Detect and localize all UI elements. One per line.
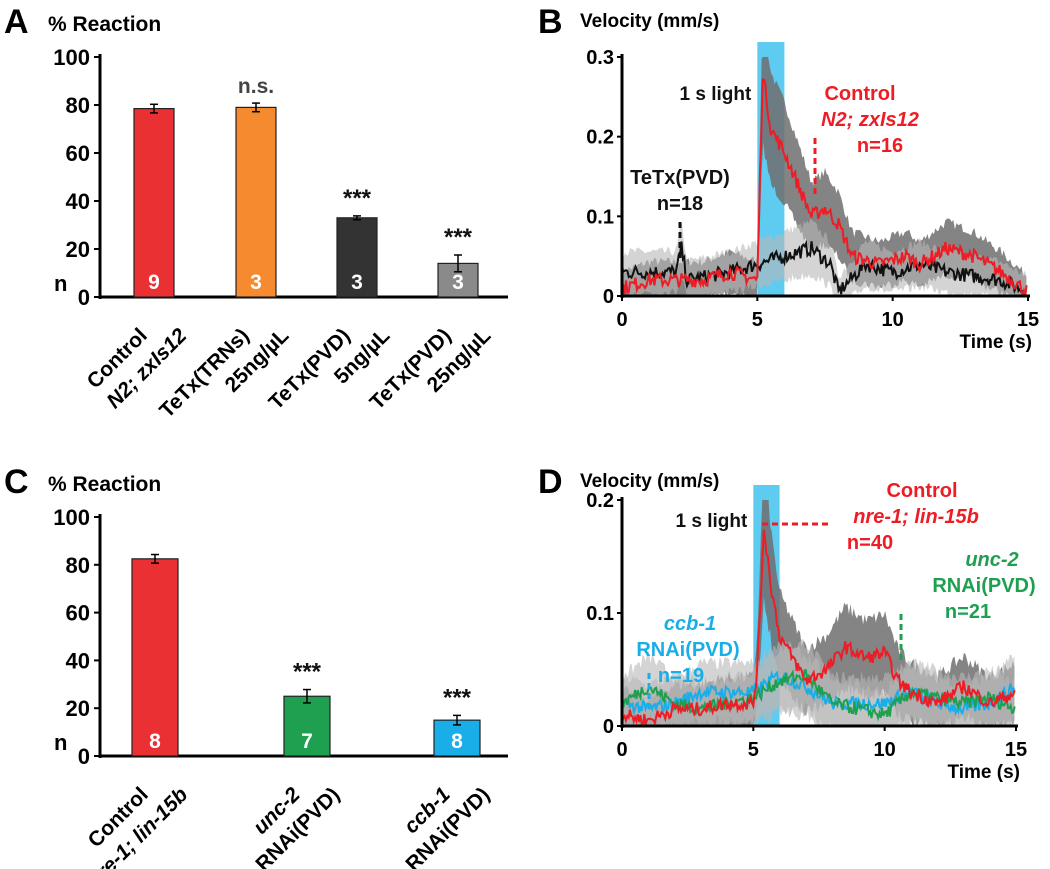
series-label: Control xyxy=(824,83,895,105)
y-tick-label: 0 xyxy=(78,285,90,310)
significance-label: n.s. xyxy=(238,75,274,98)
y-tick-label: 0.1 xyxy=(586,206,614,228)
y-tick-label: 80 xyxy=(66,93,90,118)
series-label: n=18 xyxy=(657,193,703,215)
y-tick-label: 80 xyxy=(66,553,90,578)
y-tick-label: 0 xyxy=(603,286,614,308)
x-tick-label: 10 xyxy=(882,309,904,331)
n-count: 8 xyxy=(451,730,463,753)
light-label: 1 s light xyxy=(676,511,748,532)
x-tick-label: 5 xyxy=(748,739,759,761)
significance-label: *** xyxy=(343,185,372,212)
y-axis-title: % Reaction xyxy=(48,13,161,36)
n-count: 7 xyxy=(301,730,313,753)
y-axis-title: % Reaction xyxy=(48,473,161,496)
x-category-label: TeTx(TRNs)25ng/µL xyxy=(155,304,293,442)
y-tick-label: 40 xyxy=(66,648,90,673)
y-tick-label: 100 xyxy=(53,505,90,530)
panel-letter: C xyxy=(4,463,29,501)
x-category-label: ccb-1RNAi(PVD) xyxy=(382,763,495,869)
series-label: n=21 xyxy=(945,601,991,623)
series-label: n=19 xyxy=(658,665,704,687)
y-tick-label: 0.3 xyxy=(586,47,614,69)
bar xyxy=(131,558,179,757)
x-tick-label: 5 xyxy=(752,309,763,331)
y-tick-label: 60 xyxy=(66,601,90,626)
significance-label: *** xyxy=(444,224,473,251)
bar xyxy=(235,106,277,298)
bar xyxy=(433,719,481,757)
bar xyxy=(283,695,331,757)
n-label: n xyxy=(54,271,67,296)
n-count: 9 xyxy=(148,271,160,294)
x-axis-title: Time (s) xyxy=(959,332,1032,353)
n-count: 3 xyxy=(250,271,262,294)
x-tick-label: 0 xyxy=(616,739,627,761)
n-count: 8 xyxy=(149,730,161,753)
bar xyxy=(133,107,175,298)
series-label: ccb-1 xyxy=(664,613,716,635)
series-label: TeTx(PVD) xyxy=(630,167,730,189)
x-tick-label: 0 xyxy=(616,309,627,331)
x-tick-label: 15 xyxy=(1017,309,1039,331)
x-category-label: TeTx(PVD)25ng/µL xyxy=(365,304,495,434)
x-tick-label: 10 xyxy=(874,739,896,761)
y-tick-label: 60 xyxy=(66,141,90,166)
trace-line xyxy=(621,239,1028,298)
y-tick-label: 0.2 xyxy=(586,127,614,149)
y-tick-label: 0.1 xyxy=(586,603,614,625)
trace-line xyxy=(621,529,1016,729)
x-tick-label: 15 xyxy=(1005,739,1027,761)
n-count: 3 xyxy=(452,271,464,294)
n-label: n xyxy=(54,730,67,755)
significance-label: *** xyxy=(443,684,472,711)
x-axis-title: Time (s) xyxy=(947,762,1020,783)
series-label: n=16 xyxy=(857,135,903,157)
series-label: nre-1; lin-15b xyxy=(853,506,979,528)
trace-line xyxy=(621,670,1016,717)
x-category-label: TeTx(PVD)5ng/µL xyxy=(264,304,394,434)
series-label: unc-2 xyxy=(965,549,1018,571)
significance-label: *** xyxy=(293,659,322,686)
series-label: RNAi(PVD) xyxy=(932,575,1035,597)
bar xyxy=(336,217,378,298)
light-label: 1 s light xyxy=(680,84,752,105)
y-tick-label: 0 xyxy=(603,716,614,738)
sem-band xyxy=(622,57,1027,296)
panel-letter: D xyxy=(538,463,563,501)
n-count: 3 xyxy=(351,271,363,294)
y-tick-label: 20 xyxy=(66,237,90,262)
y-tick-label: 0 xyxy=(78,744,90,769)
x-category-label: unc-2RNAi(PVD) xyxy=(232,763,345,869)
y-tick-label: 20 xyxy=(66,696,90,721)
series-label: RNAi(PVD) xyxy=(636,639,739,661)
series-label: n=40 xyxy=(847,532,893,554)
x-category-label: Controlnre-1; lin-15b xyxy=(63,763,192,869)
y-axis-title: Velocity (mm/s) xyxy=(580,11,719,32)
series-label: N2; zxIs12 xyxy=(821,109,919,131)
y-tick-label: 0.2 xyxy=(586,490,614,512)
panel-letter: B xyxy=(538,3,563,41)
trace-line xyxy=(621,78,1028,298)
panel-letter: A xyxy=(4,3,29,41)
y-tick-label: 40 xyxy=(66,189,90,214)
y-tick-label: 100 xyxy=(53,45,90,70)
y-axis-title: Velocity (mm/s) xyxy=(580,471,719,492)
series-label: Control xyxy=(886,480,957,502)
